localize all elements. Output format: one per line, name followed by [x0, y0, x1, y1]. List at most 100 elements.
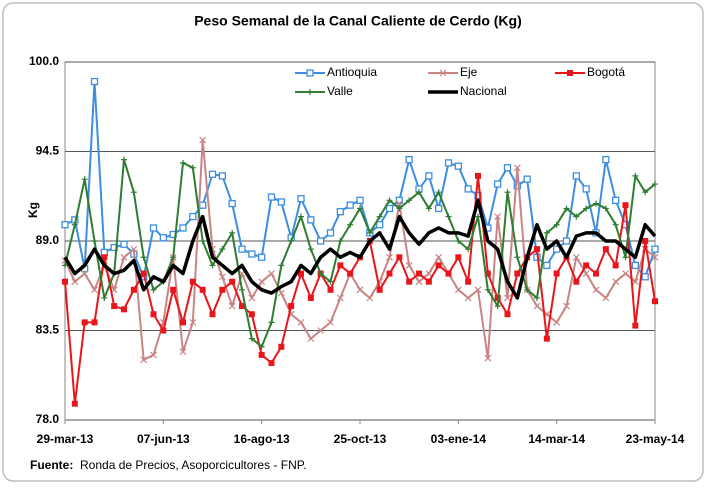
marker — [484, 354, 492, 362]
marker — [632, 172, 639, 179]
marker — [180, 319, 186, 326]
marker — [170, 254, 177, 261]
marker — [622, 254, 629, 261]
marker — [336, 208, 344, 216]
marker — [248, 311, 255, 318]
marker — [239, 286, 245, 293]
marker — [425, 270, 433, 277]
marker — [425, 278, 432, 285]
marker — [503, 164, 512, 172]
marker — [179, 224, 187, 232]
marker — [62, 262, 68, 269]
marker — [228, 302, 236, 310]
marker — [258, 351, 265, 358]
marker — [405, 155, 413, 164]
marker — [602, 205, 609, 212]
marker — [513, 182, 521, 190]
marker — [268, 270, 275, 277]
marker — [504, 311, 511, 318]
marker — [543, 261, 551, 270]
marker — [582, 185, 590, 193]
marker — [101, 294, 108, 301]
x-tick-label: 23-may-14 — [626, 432, 685, 446]
marker — [189, 278, 196, 285]
marker — [81, 319, 88, 326]
marker — [632, 322, 639, 329]
marker — [445, 270, 452, 277]
marker — [376, 221, 384, 229]
marker — [464, 185, 472, 193]
marker — [612, 221, 619, 228]
marker — [258, 278, 266, 286]
marker — [199, 201, 207, 209]
marker — [406, 278, 413, 285]
marker — [159, 234, 167, 242]
marker — [386, 253, 393, 261]
marker — [91, 238, 98, 244]
marker — [593, 270, 599, 277]
series-line — [63, 198, 657, 300]
marker — [494, 213, 502, 221]
marker — [81, 270, 89, 277]
marker — [267, 193, 276, 201]
marker — [553, 270, 560, 277]
marker — [120, 253, 128, 261]
y-tick-label: 78.0 — [36, 412, 60, 426]
marker — [179, 348, 187, 356]
marker — [602, 155, 610, 164]
marker — [297, 195, 305, 203]
marker — [347, 221, 354, 228]
marker — [307, 335, 315, 343]
marker — [327, 278, 334, 285]
marker — [455, 254, 462, 261]
marker — [439, 69, 447, 77]
marker — [602, 294, 610, 302]
marker — [567, 70, 573, 76]
marker — [543, 229, 550, 236]
x-tick-label: 03-ene-14 — [431, 432, 487, 446]
x-tick-label: 14-mar-14 — [528, 432, 585, 446]
marker — [366, 294, 374, 302]
y-tick-label: 100.0 — [29, 54, 59, 68]
marker — [553, 318, 561, 326]
marker — [396, 254, 403, 261]
marker — [228, 199, 236, 208]
marker — [71, 400, 78, 407]
marker — [298, 213, 304, 220]
marker — [189, 164, 196, 171]
marker — [101, 254, 108, 261]
marker — [484, 286, 491, 293]
marker — [435, 204, 443, 213]
marker — [160, 327, 167, 334]
marker — [572, 253, 580, 261]
marker — [504, 294, 511, 302]
marker — [326, 229, 335, 237]
legend-label: Bogotá — [587, 65, 625, 79]
marker — [130, 245, 138, 253]
marker — [631, 278, 639, 286]
marker — [406, 197, 413, 204]
marker — [357, 205, 363, 212]
marker — [268, 360, 275, 367]
marker — [494, 180, 502, 188]
marker — [150, 311, 157, 318]
marker — [612, 278, 620, 286]
marker — [415, 278, 423, 286]
marker — [622, 202, 629, 209]
marker — [475, 213, 481, 220]
marker — [336, 294, 344, 302]
marker — [631, 261, 639, 270]
y-tick-label: 94.5 — [36, 144, 60, 158]
legend-label: Antioquia — [327, 65, 377, 79]
marker — [573, 213, 580, 220]
marker — [219, 286, 226, 293]
marker — [327, 318, 334, 326]
x-tick-label: 07-jun-13 — [137, 432, 190, 446]
marker — [642, 189, 649, 196]
marker — [534, 246, 540, 253]
marker — [504, 189, 511, 196]
marker — [543, 335, 550, 342]
marker — [219, 246, 226, 253]
marker — [376, 286, 383, 293]
